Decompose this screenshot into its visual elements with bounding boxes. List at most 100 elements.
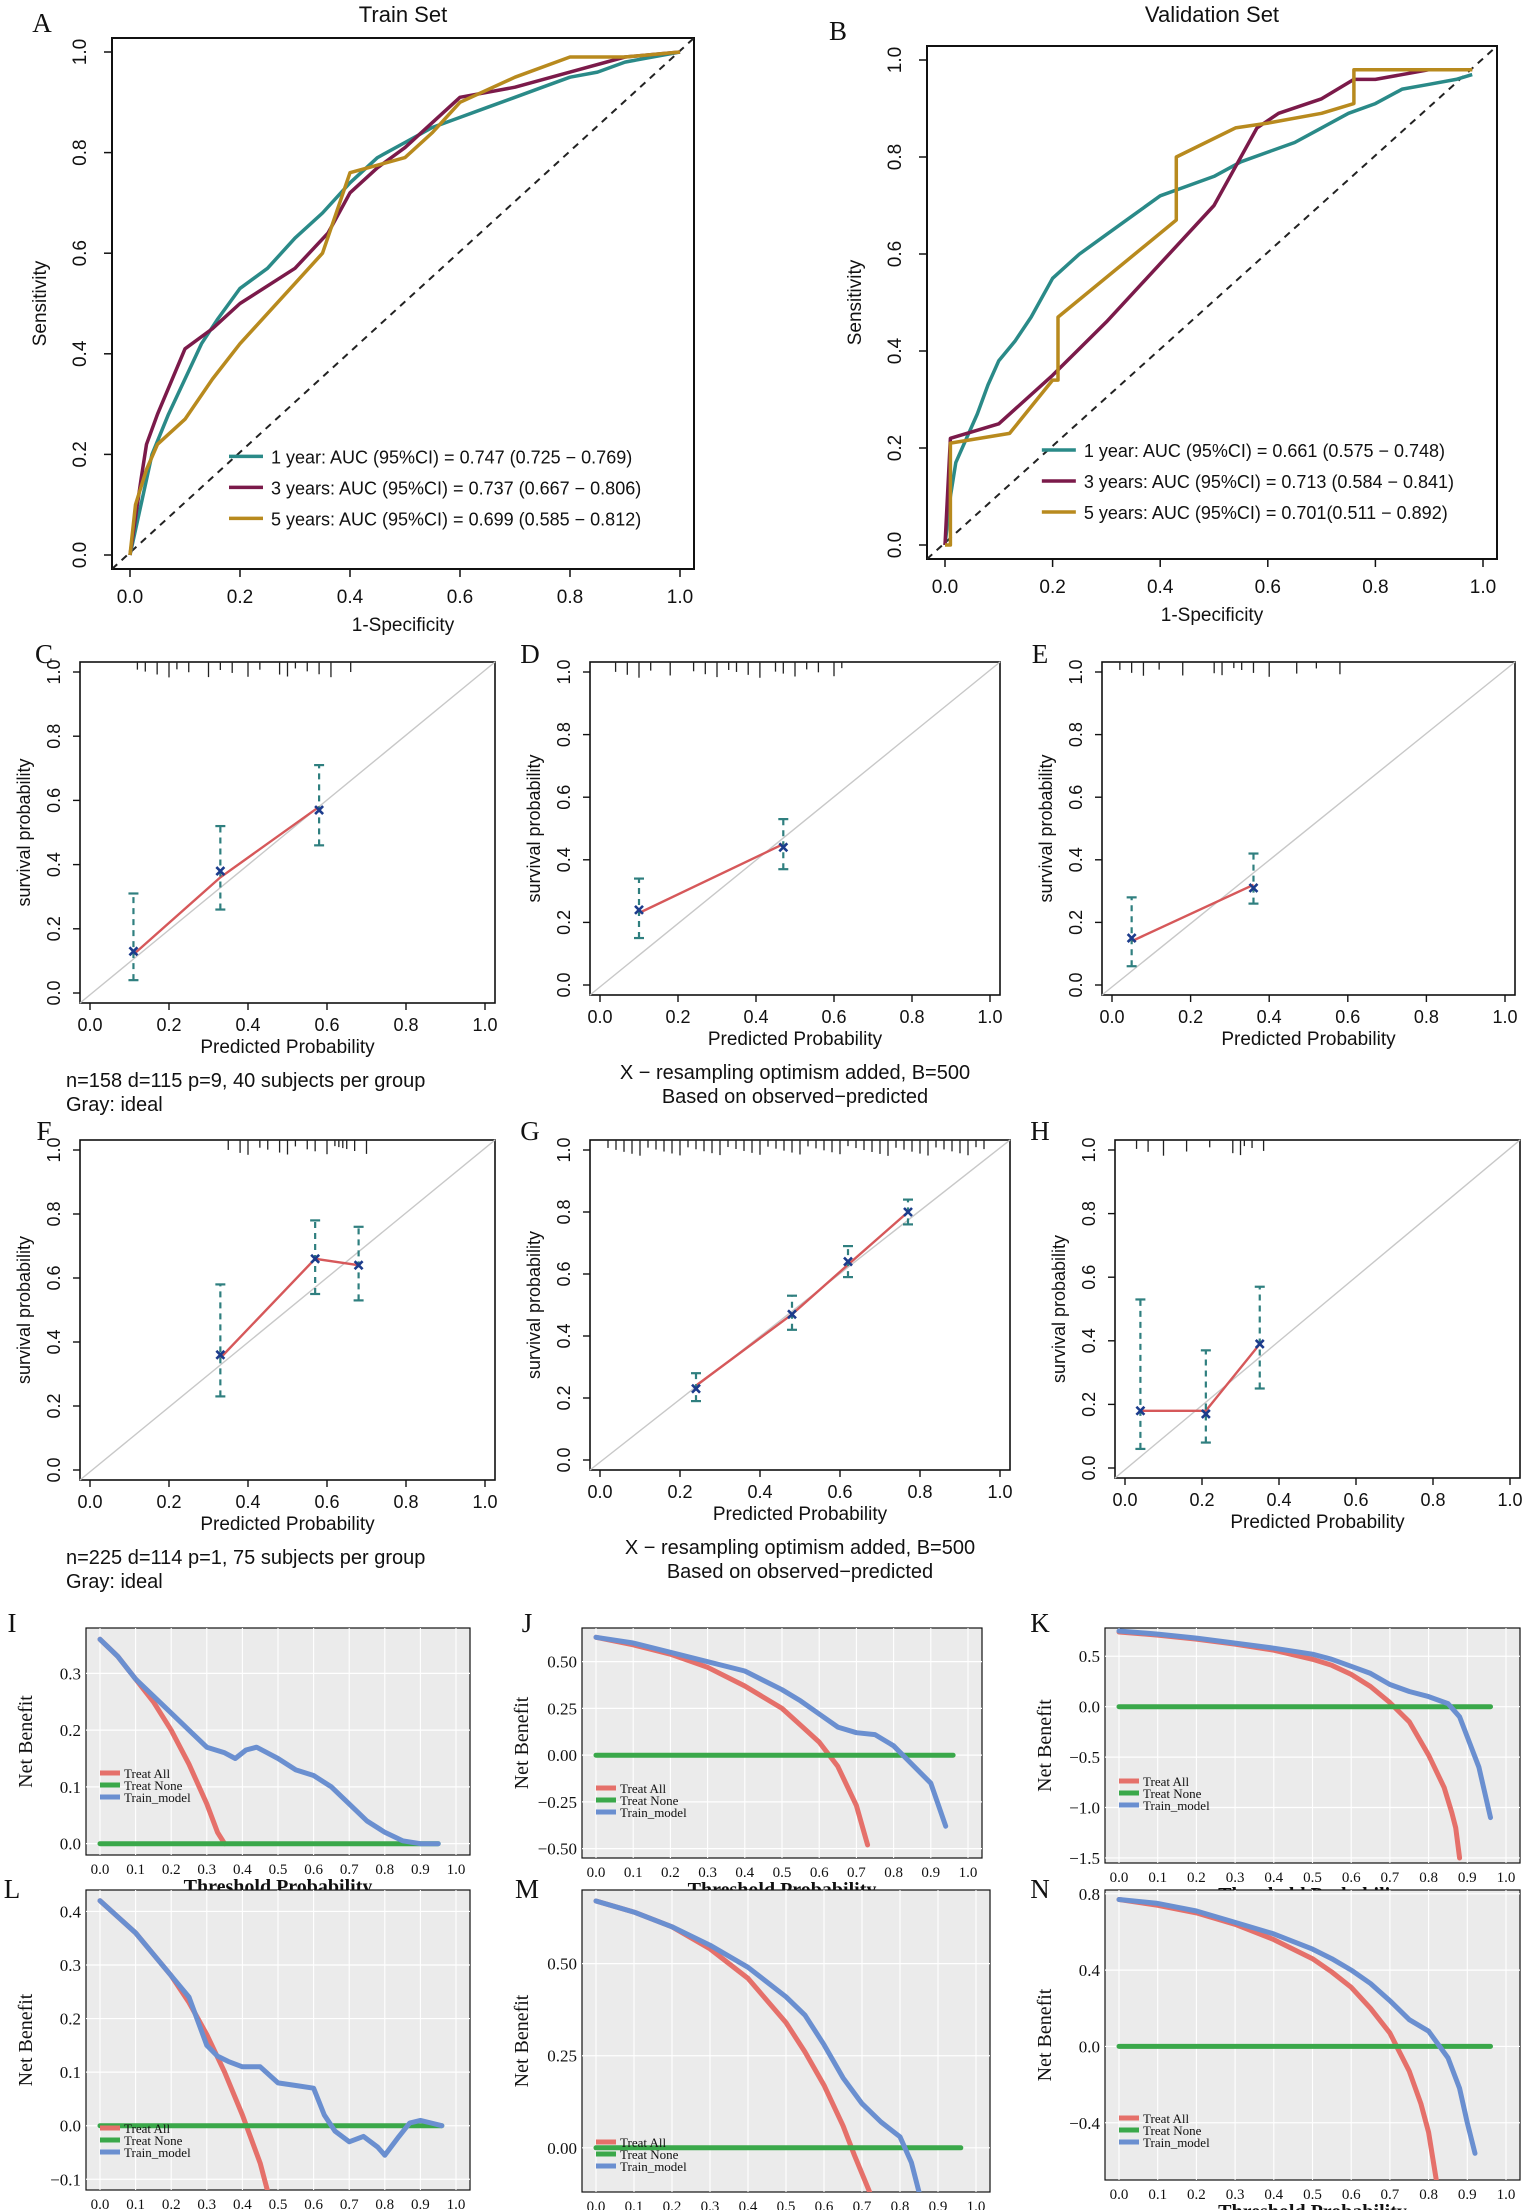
x-tick-label: 0.0 xyxy=(587,1865,606,1881)
y-axis-label: survival probability xyxy=(1049,1235,1069,1383)
y-axis-label: Net Benefit xyxy=(511,1994,533,2087)
x-tick-label: 0.2 xyxy=(663,2199,682,2210)
legend-label: Treat None xyxy=(1143,2123,1202,2138)
x-tick-label: 0.0 xyxy=(1110,1870,1129,1886)
y-tick-label: 0.4 xyxy=(44,1329,64,1354)
x-tick-label: 1.0 xyxy=(1497,1490,1522,1510)
x-tick-label: 0.1 xyxy=(126,1862,145,1878)
y-tick-label: 0.3 xyxy=(60,1956,81,1975)
x-tick-label: 0.2 xyxy=(1039,577,1065,598)
roc-panel-b: 0.0 0.2 0.4 0.6 0.8 1.0 0.0 0.2 0.4 0.6 0.8 1.0 1-Sp… xyxy=(845,2,1498,626)
x-tick-label: 0.0 xyxy=(117,587,143,608)
decision-curve-panel-n: 0.0 0.1 0.2 0.3 0.4 0.5 0.6 0.7 0.8 0.9 1.0 0.8 0.4 0… xyxy=(1034,1885,1521,2210)
y-tick-label: 0.3 xyxy=(60,1664,81,1683)
calibration-point xyxy=(353,1260,364,1271)
y-tick-label: 0.6 xyxy=(885,241,906,267)
legend-label: Treat None xyxy=(620,1793,679,1808)
y-axis-label: Net Benefit xyxy=(1034,1699,1056,1792)
panel-letter-i: I xyxy=(8,1608,17,1638)
y-tick-label: 0.5 xyxy=(1079,1647,1100,1666)
panel-letter-f: F xyxy=(36,1116,51,1146)
x-tick-label: 0.8 xyxy=(393,1492,418,1512)
panel-letter-g: G xyxy=(520,1116,540,1146)
calibration-point xyxy=(310,1253,321,1264)
x-axis-label: Predicted Probability xyxy=(200,1037,375,1058)
y-axis-label: survival probability xyxy=(1036,754,1056,902)
calibration-line xyxy=(1131,883,1255,943)
decision-curve-panel-m: 0.0 0.1 0.2 0.3 0.4 0.5 0.6 0.7 0.8 0.9 1.0 0.50 0.2… xyxy=(511,1889,991,2210)
x-tick-label: 1.0 xyxy=(1497,2187,1516,2203)
x-tick-label: 0.7 xyxy=(340,1862,359,1878)
legend-label: 3 years: AUC (95%CI) = 0.737 (0.667 − 0.… xyxy=(271,478,641,498)
y-tick-label: 0.0 xyxy=(70,542,91,568)
x-tick-label: 0.0 xyxy=(77,1015,102,1035)
x-tick-label: 0.9 xyxy=(929,2199,948,2210)
calibration-line xyxy=(132,805,320,956)
panel-letter-a: A xyxy=(32,8,52,38)
x-tick-label: 0.4 xyxy=(1264,1870,1283,1886)
y-tick-label: 0.1 xyxy=(60,1778,81,1797)
y-tick-label: 0.2 xyxy=(554,1385,574,1410)
panel-letter-b: B xyxy=(829,16,847,46)
panel-letter-c: C xyxy=(35,639,53,669)
y-tick-label: 0.0 xyxy=(554,1447,574,1472)
y-tick-label: 0.4 xyxy=(1079,1961,1101,1980)
y-tick-label: 0.0 xyxy=(60,2117,81,2136)
x-tick-label: 0.4 xyxy=(1147,577,1174,598)
x-tick-label: 0.9 xyxy=(1458,1870,1477,1886)
y-tick-label: 0.6 xyxy=(1066,785,1086,810)
x-tick-label: 0.3 xyxy=(701,2199,720,2210)
x-tick-label: 1.0 xyxy=(447,1862,466,1878)
y-axis-label: survival probability xyxy=(14,758,34,906)
panel-note: X − resampling optimism added, B=500 xyxy=(625,1537,975,1559)
y-tick-label: 0.4 xyxy=(885,337,906,364)
y-tick-label: 1.0 xyxy=(44,659,64,684)
y-tick-label: 0.0 xyxy=(1079,1698,1100,1717)
legend-label: Treat None xyxy=(1143,1786,1202,1801)
calibration-panel-c: 0.0 0.2 0.4 0.6 0.8 1.0 0.0 0.2 0.4 0.6 0.8 1.0 Pred… xyxy=(14,659,498,1116)
y-tick-label: 0.2 xyxy=(70,441,91,467)
x-tick-label: 0.4 xyxy=(743,1007,768,1027)
reference-diagonal xyxy=(111,37,695,570)
y-tick-label: 1.0 xyxy=(554,1137,574,1162)
x-tick-label: 0.6 xyxy=(447,587,473,608)
legend-label: Treat None xyxy=(124,2133,183,2148)
y-tick-label: 0.0 xyxy=(1079,1455,1099,1480)
x-tick-label: 0.5 xyxy=(773,1865,792,1881)
x-tick-label: 0.1 xyxy=(625,2199,644,2210)
ideal-line xyxy=(1101,661,1516,996)
legend-label: 5 years: AUC (95%CI) = 0.699 (0.585 − 0.… xyxy=(271,509,641,529)
panel-note: Gray: ideal xyxy=(66,1094,163,1116)
y-tick-label: 0.2 xyxy=(554,910,574,935)
x-tick-label: 0.6 xyxy=(1342,2187,1361,2203)
legend-label: Treat All xyxy=(124,1766,170,1781)
y-tick-label: 0.0 xyxy=(1079,2037,1100,2056)
y-axis-label: Net Benefit xyxy=(15,1993,37,2086)
x-tick-label: 0.0 xyxy=(587,1482,612,1502)
y-tick-label: −0.5 xyxy=(1069,1748,1100,1767)
x-tick-label: 0.6 xyxy=(1335,1007,1360,1027)
ideal-line xyxy=(79,1139,496,1481)
x-tick-label: 0.2 xyxy=(665,1007,690,1027)
x-tick-label: 0.2 xyxy=(156,1492,181,1512)
legend-label: 3 years: AUC (95%CI) = 0.713 (0.584 − 0.… xyxy=(1084,472,1454,492)
calibration-panel-d: 0.0 0.2 0.4 0.6 0.8 1.0 0.0 0.2 0.4 0.6 0.8 1.0 Pred… xyxy=(524,659,1003,1108)
y-tick-label: 1.0 xyxy=(885,47,906,73)
calibration-point xyxy=(691,1383,701,1394)
x-tick-label: 0.2 xyxy=(156,1015,181,1035)
x-tick-label: 0.2 xyxy=(1178,1007,1203,1027)
reference-diagonal xyxy=(926,45,1498,560)
y-tick-label: 0.00 xyxy=(547,1746,577,1765)
curve-train-model xyxy=(593,1634,949,1829)
y-tick-label: 0.8 xyxy=(885,144,906,170)
x-tick-label: 0.6 xyxy=(304,2197,323,2210)
roc-curve-5-years xyxy=(945,67,1473,547)
y-tick-label: 0.2 xyxy=(44,916,64,941)
calibration-point xyxy=(215,1349,226,1360)
x-tick-label: 0.2 xyxy=(661,1865,680,1881)
x-tick-label: 0.6 xyxy=(810,1865,829,1881)
legend-label: 5 years: AUC (95%CI) = 0.701(0.511 − 0.8… xyxy=(1084,503,1448,523)
legend-label: Treat All xyxy=(1143,1774,1189,1789)
roc-curve-3-years xyxy=(943,67,1473,546)
